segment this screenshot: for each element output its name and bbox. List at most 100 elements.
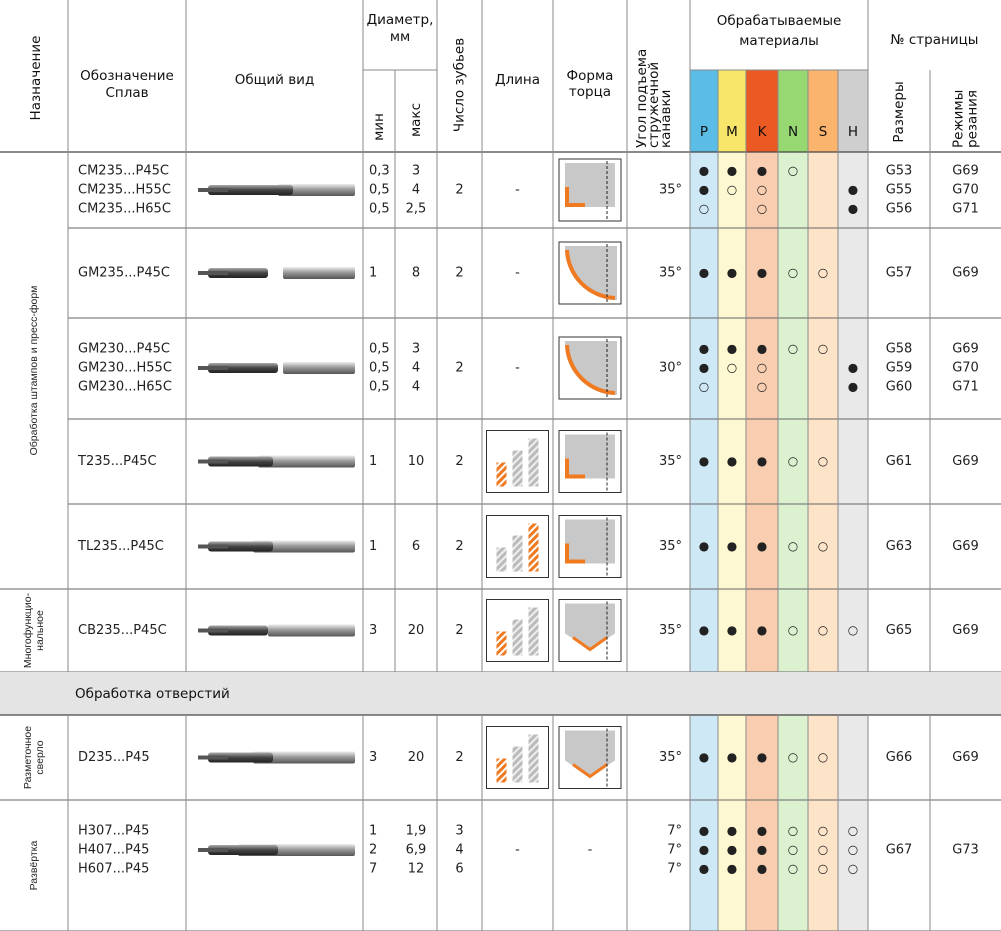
material-mark: ● xyxy=(727,862,737,876)
cell-text: 0,5 xyxy=(369,361,390,376)
cell-text: 1 xyxy=(369,539,377,554)
material-mark: ● xyxy=(699,164,709,178)
cell-text: G69 xyxy=(952,623,979,638)
cell-text: GM230...P45C xyxy=(78,342,170,357)
icon-bar xyxy=(513,620,523,656)
tool-image xyxy=(198,752,355,764)
material-mark: ○ xyxy=(757,183,767,197)
material-mark: ○ xyxy=(848,843,858,857)
cell-text: 3 xyxy=(369,750,377,765)
cell-text: 0,5 xyxy=(369,202,390,217)
end-form-icon xyxy=(559,337,621,399)
catalog-table: НазначениеОбозначениеСплавОбщий видДиаме… xyxy=(0,0,1001,931)
cell-text: GM230...H55C xyxy=(78,361,172,376)
cell-text: T235...P45C xyxy=(77,454,157,469)
cell-text: 1 xyxy=(369,266,377,281)
material-column-bg xyxy=(808,70,838,931)
material-mark: ● xyxy=(757,862,767,876)
material-code: K xyxy=(758,124,768,140)
cell-text: G70 xyxy=(952,361,979,376)
icon-bar xyxy=(529,439,539,487)
cell-text: 0,5 xyxy=(369,380,390,395)
material-mark: ○ xyxy=(788,342,798,356)
cell-text: 35° xyxy=(659,750,682,765)
material-mark: ○ xyxy=(757,202,767,216)
cell-text: G55 xyxy=(886,183,913,198)
cell-text: 2 xyxy=(455,623,463,638)
material-mark: ● xyxy=(699,623,709,637)
cell-text: - xyxy=(515,183,520,198)
cell-text: 3 xyxy=(455,824,463,839)
material-mark: ● xyxy=(727,164,737,178)
purpose-label: Обработка штампов и пресс-форм xyxy=(28,286,40,456)
length-icon xyxy=(487,600,549,662)
header-text: Диаметр, xyxy=(367,12,434,28)
material-mark: ● xyxy=(757,824,767,838)
cell-text: 2 xyxy=(455,266,463,281)
cell-text: 10 xyxy=(408,454,425,469)
cell-text: 8 xyxy=(412,266,420,281)
cell-text: 20 xyxy=(408,623,425,638)
header-text: Форма xyxy=(567,68,614,84)
header-text: Назначение xyxy=(28,36,44,121)
cell-text: G58 xyxy=(886,342,913,357)
end-form-icon xyxy=(559,600,621,662)
header-text: канавки xyxy=(658,90,674,148)
cell-text: 35° xyxy=(659,623,682,638)
cell-text: G57 xyxy=(886,266,913,281)
cell-text: 30° xyxy=(659,361,682,376)
material-mark: ● xyxy=(757,342,767,356)
cell-text: 3 xyxy=(369,623,377,638)
cell-text: 3 xyxy=(412,342,420,357)
material-mark: ○ xyxy=(788,843,798,857)
material-mark: ● xyxy=(699,862,709,876)
cell-text: 35° xyxy=(659,539,682,554)
tool-neck xyxy=(198,848,228,852)
icon-bar xyxy=(513,451,523,487)
material-mark: ○ xyxy=(757,361,767,375)
material-mark: ○ xyxy=(818,862,828,876)
cell-text: G65 xyxy=(886,623,913,638)
cell-text: G69 xyxy=(952,266,979,281)
section-heading: Обработка отверстий xyxy=(75,686,230,702)
cell-text: - xyxy=(515,361,520,376)
cell-text: G61 xyxy=(886,454,913,469)
icon-bar xyxy=(529,735,539,783)
cell-text: G69 xyxy=(952,342,979,357)
material-mark: ● xyxy=(757,539,767,553)
material-mark: ○ xyxy=(848,824,858,838)
cell-text: 6 xyxy=(455,862,463,877)
material-mark: ○ xyxy=(818,539,828,553)
cell-text: H607...P45 xyxy=(78,862,149,877)
cell-text: GM235...P45C xyxy=(78,266,170,281)
header-text: Длина xyxy=(495,72,540,88)
material-mark: ● xyxy=(727,824,737,838)
end-form-icon xyxy=(559,727,621,789)
cell-text: G70 xyxy=(952,183,979,198)
material-column-bg xyxy=(690,70,718,931)
material-mark: ● xyxy=(727,342,737,356)
cell-text: G60 xyxy=(886,380,913,395)
cell-text: 35° xyxy=(659,183,682,198)
material-mark: ● xyxy=(699,824,709,838)
material-mark: ● xyxy=(727,843,737,857)
header-text: мм xyxy=(390,29,410,45)
tool-image xyxy=(198,844,355,856)
tool-neck xyxy=(198,756,228,760)
header-text: мин xyxy=(371,113,387,141)
cell-text: 7° xyxy=(667,824,682,839)
cell-text: 2 xyxy=(455,750,463,765)
material-code: P xyxy=(700,124,708,140)
material-column-bg xyxy=(746,70,778,931)
cell-text: G67 xyxy=(886,843,913,858)
material-code: S xyxy=(819,124,828,140)
cell-text: D235...P45 xyxy=(78,750,150,765)
tool-shank xyxy=(283,362,355,374)
material-mark: ○ xyxy=(727,183,737,197)
cell-text: 4 xyxy=(412,380,420,395)
tool-shape xyxy=(565,435,615,479)
cell-text: G66 xyxy=(886,750,913,765)
cell-text: G59 xyxy=(886,361,913,376)
material-mark: ○ xyxy=(818,750,828,764)
cell-text: G69 xyxy=(952,164,979,179)
